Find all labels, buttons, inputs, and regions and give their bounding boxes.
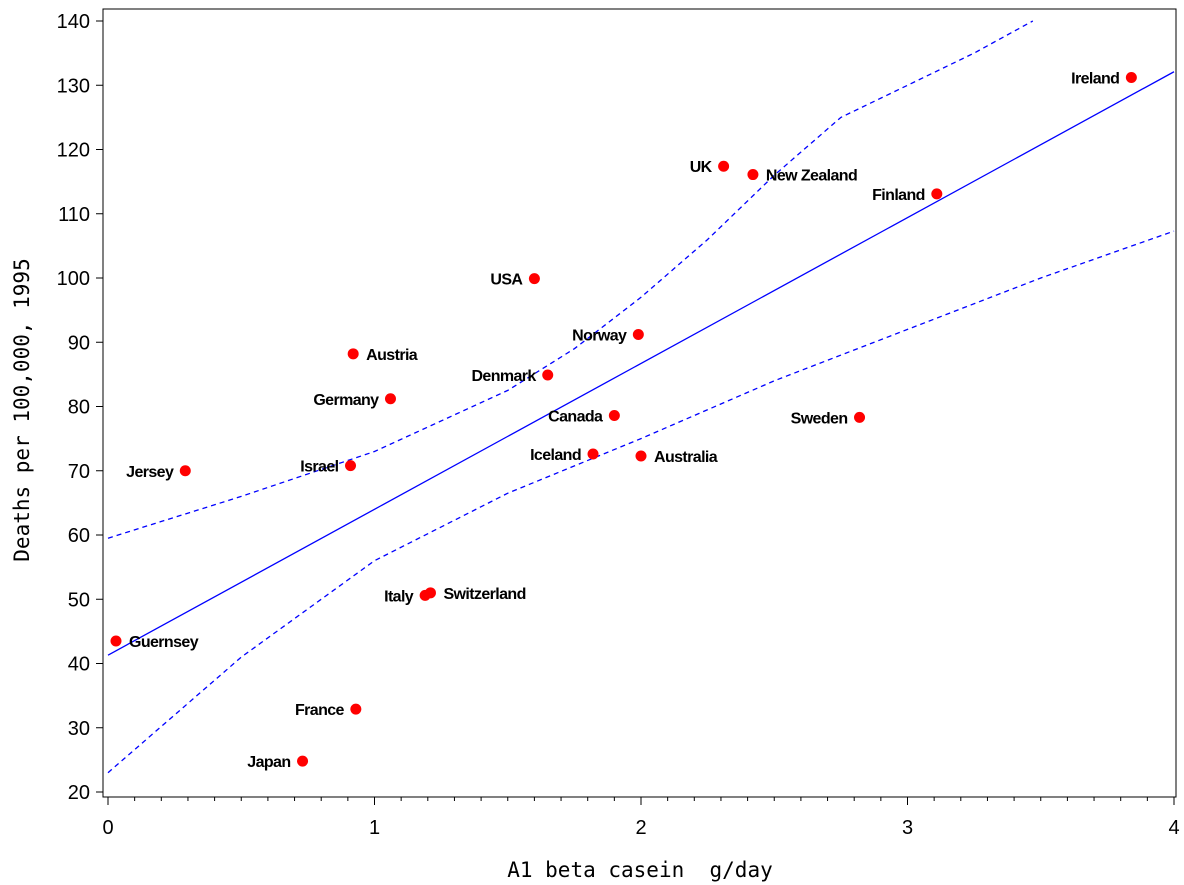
x-tick-label: 3 [902, 817, 913, 839]
point-label: Guernsey [129, 634, 199, 651]
confidence-band-lower [108, 231, 1174, 773]
y-axis-label: Deaths per 100,000, 1995 [10, 258, 34, 561]
y-tick-label: 110 [58, 204, 90, 226]
point-label: New Zealand [766, 168, 857, 185]
point-label: Finland [872, 187, 925, 204]
plot-frame [103, 9, 1176, 797]
point-label: USA [490, 272, 523, 289]
y-tick-label: 100 [57, 268, 90, 290]
point-label: Switzerland [443, 586, 525, 603]
point-label: Denmark [471, 368, 536, 385]
data-point [588, 449, 599, 460]
point-label: Sweden [791, 410, 848, 427]
point-label: Jersey [126, 464, 174, 481]
y-tick-label: 50 [68, 589, 90, 611]
data-point [348, 348, 359, 359]
data-point [110, 636, 121, 647]
data-point [609, 410, 620, 421]
point-label: Iceland [530, 447, 581, 464]
data-point [345, 460, 356, 471]
data-point [350, 704, 361, 715]
data-point [718, 161, 729, 172]
x-tick-label: 2 [635, 817, 646, 839]
y-tick-label: 40 [68, 654, 90, 676]
point-label: Japan [247, 754, 290, 771]
data-point [854, 412, 865, 423]
regression-line [108, 72, 1174, 655]
point-label: UK [690, 159, 713, 176]
point-label: Israel [300, 459, 338, 476]
data-point [542, 370, 553, 381]
data-point [633, 329, 644, 340]
x-tick-label: 0 [102, 817, 113, 839]
point-label: Austria [366, 347, 418, 364]
y-tick-label: 140 [57, 11, 90, 33]
y-tick-label: 120 [57, 140, 90, 162]
data-point [385, 393, 396, 404]
point-label: Canada [548, 408, 603, 425]
x-tick-label: 1 [369, 817, 380, 839]
y-tick-label: 60 [68, 525, 90, 547]
data-point [931, 188, 942, 199]
data-point [297, 756, 308, 767]
point-label: Norway [572, 328, 627, 345]
y-tick-label: 70 [68, 461, 90, 483]
y-tick-label: 130 [57, 75, 90, 97]
point-label: Australia [654, 449, 718, 466]
point-label: Ireland [1071, 71, 1119, 88]
point-label: Germany [313, 392, 379, 409]
point-label: Italy [384, 588, 414, 605]
data-point [425, 587, 436, 598]
y-tick-label: 80 [68, 397, 90, 419]
point-label: France [295, 702, 345, 719]
data-point [747, 169, 758, 180]
data-point [636, 450, 647, 461]
y-tick-label: 30 [68, 718, 90, 740]
y-tick-label: 90 [68, 332, 90, 354]
data-point [1126, 72, 1137, 83]
x-tick-label: 4 [1168, 817, 1179, 839]
x-axis-label: A1 beta casein g/day [507, 858, 773, 882]
data-point [180, 465, 191, 476]
y-tick-label: 20 [68, 782, 90, 804]
data-point [529, 273, 540, 284]
